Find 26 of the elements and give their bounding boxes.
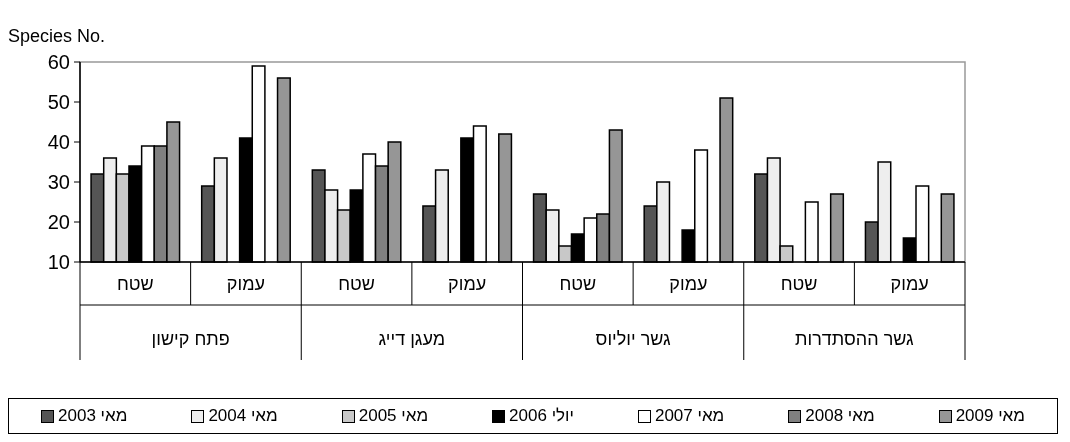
x-tick-label: עמוק: [669, 274, 708, 294]
x-tick-label: שטח: [338, 274, 375, 294]
text: גשר יוליוס: [595, 329, 672, 349]
y-tick-label: 40: [47, 131, 70, 153]
x-tick-label: שטח: [559, 274, 597, 294]
y-tick-label: 10: [47, 251, 70, 273]
y-tick-label: 50: [47, 91, 70, 113]
legend-label: מאי 2005: [358, 406, 429, 426]
y-tick-label: 20: [47, 211, 70, 233]
text: פתח קישון: [151, 329, 230, 349]
x-tick-label: עמוק: [448, 274, 487, 294]
y-tick-label: 60: [47, 51, 70, 73]
y-axis-title: Species No.: [8, 26, 106, 46]
x-tick-label: עמוק: [890, 274, 929, 294]
x-tick-label: שטח: [116, 274, 154, 294]
legend-label: מאי 2009: [955, 406, 1025, 426]
y-tick-label: 30: [47, 171, 70, 193]
legend-label: מאי 2004: [208, 406, 278, 426]
text: גשר ההסתדרות: [795, 329, 915, 349]
legend-label: מאי 2008: [805, 406, 875, 426]
legend-label: יולי 2006: [509, 406, 574, 426]
x-tick-label: עמוק: [226, 274, 266, 294]
legend-label: מאי 2007: [654, 406, 725, 426]
x-tick-label: שטח: [780, 274, 818, 294]
text: מעגן דייג: [378, 329, 446, 349]
legend-label: מאי 2003: [58, 406, 128, 426]
